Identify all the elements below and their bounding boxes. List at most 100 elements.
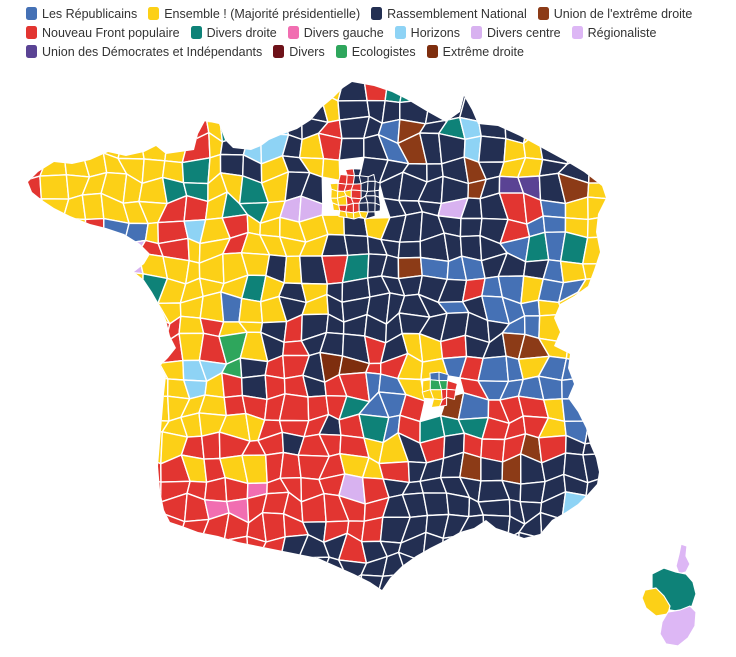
constituency[interactable] <box>582 440 610 456</box>
constituency[interactable] <box>98 119 128 139</box>
constituency[interactable] <box>321 157 341 182</box>
constituency[interactable] <box>283 255 303 285</box>
constituency[interactable] <box>27 111 48 139</box>
constituency[interactable] <box>477 498 511 517</box>
constituency[interactable] <box>99 271 130 301</box>
constituency[interactable] <box>46 231 70 262</box>
constituency[interactable] <box>544 75 565 104</box>
constituency[interactable] <box>399 81 431 104</box>
constituency[interactable] <box>459 217 483 238</box>
constituency[interactable] <box>38 515 70 543</box>
constituency[interactable] <box>566 132 591 165</box>
constituency[interactable] <box>79 496 107 516</box>
constituency[interactable] <box>123 119 145 140</box>
constituency[interactable] <box>18 494 51 524</box>
constituency[interactable] <box>582 511 604 544</box>
constituency[interactable] <box>605 582 622 601</box>
constituency[interactable] <box>120 292 147 323</box>
constituency[interactable] <box>98 97 128 122</box>
constituency[interactable] <box>58 132 84 163</box>
constituency[interactable] <box>19 339 49 355</box>
constituency[interactable] <box>337 77 368 102</box>
constituency[interactable] <box>586 376 603 400</box>
constituency[interactable] <box>126 336 151 362</box>
constituency[interactable] <box>350 183 362 192</box>
constituency[interactable] <box>21 438 49 463</box>
constituency[interactable] <box>100 435 127 465</box>
constituency[interactable] <box>586 392 604 422</box>
constituency[interactable] <box>180 573 210 598</box>
constituency[interactable] <box>18 260 50 277</box>
constituency[interactable] <box>140 119 170 140</box>
constituency[interactable] <box>483 577 505 600</box>
constituency[interactable] <box>338 137 365 161</box>
constituency[interactable] <box>179 92 208 123</box>
constituency[interactable] <box>365 195 376 204</box>
constituency[interactable] <box>605 253 626 285</box>
constituency[interactable] <box>398 573 424 601</box>
constituency[interactable] <box>502 552 528 579</box>
constituency[interactable] <box>85 351 110 383</box>
constituency[interactable] <box>597 493 623 515</box>
constituency[interactable] <box>439 396 448 407</box>
constituency[interactable] <box>580 132 602 161</box>
constituency[interactable] <box>21 581 50 602</box>
constituency[interactable] <box>397 240 422 259</box>
constituency[interactable] <box>422 531 444 563</box>
constituency[interactable] <box>238 297 264 324</box>
constituency[interactable] <box>221 372 244 399</box>
constituency[interactable] <box>60 231 87 260</box>
constituency[interactable] <box>538 553 565 576</box>
constituency[interactable] <box>607 95 628 121</box>
constituency[interactable] <box>337 174 348 185</box>
constituency[interactable] <box>497 75 528 101</box>
constituency[interactable] <box>121 475 148 499</box>
constituency[interactable] <box>146 374 169 398</box>
constituency[interactable] <box>97 574 128 600</box>
constituency[interactable] <box>38 536 70 563</box>
constituency[interactable] <box>418 556 446 581</box>
constituency[interactable] <box>118 532 144 560</box>
constituency[interactable] <box>600 331 627 358</box>
constituency[interactable] <box>522 114 550 145</box>
constituency[interactable] <box>580 120 607 139</box>
constituency[interactable] <box>118 96 145 122</box>
constituency[interactable] <box>219 121 251 143</box>
constituency[interactable] <box>377 573 407 601</box>
constituency[interactable] <box>57 372 88 402</box>
constituency[interactable] <box>458 574 491 602</box>
constituency[interactable] <box>206 558 225 578</box>
constituency[interactable] <box>66 275 86 297</box>
constituency[interactable] <box>148 336 167 364</box>
constituency[interactable] <box>157 92 191 125</box>
constituency[interactable] <box>582 533 606 564</box>
constituency[interactable] <box>397 551 424 581</box>
constituency[interactable] <box>39 152 68 177</box>
constituency[interactable] <box>345 574 365 601</box>
constituency[interactable] <box>365 211 376 220</box>
constituency[interactable] <box>103 240 125 260</box>
constituency[interactable] <box>539 199 567 219</box>
constituency[interactable] <box>138 431 164 465</box>
constituency[interactable] <box>477 75 506 105</box>
constituency[interactable] <box>120 239 147 260</box>
constituency[interactable] <box>199 291 225 323</box>
constituency[interactable] <box>21 456 47 485</box>
constituency[interactable] <box>181 157 211 185</box>
constituency[interactable] <box>120 311 150 339</box>
constituency[interactable] <box>117 131 145 160</box>
constituency[interactable] <box>418 574 446 601</box>
constituency[interactable] <box>201 572 228 598</box>
constituency-corsica[interactable] <box>675 543 691 575</box>
constituency[interactable] <box>79 231 109 257</box>
constituency[interactable] <box>77 73 108 99</box>
constituency[interactable] <box>39 275 70 302</box>
constituency[interactable] <box>441 574 463 602</box>
constituency[interactable] <box>260 114 290 136</box>
constituency[interactable] <box>583 94 608 125</box>
constituency[interactable] <box>23 411 49 441</box>
constituency[interactable] <box>298 556 330 578</box>
constituency[interactable] <box>561 398 590 422</box>
constituency[interactable] <box>19 540 46 563</box>
constituency[interactable] <box>119 374 151 404</box>
